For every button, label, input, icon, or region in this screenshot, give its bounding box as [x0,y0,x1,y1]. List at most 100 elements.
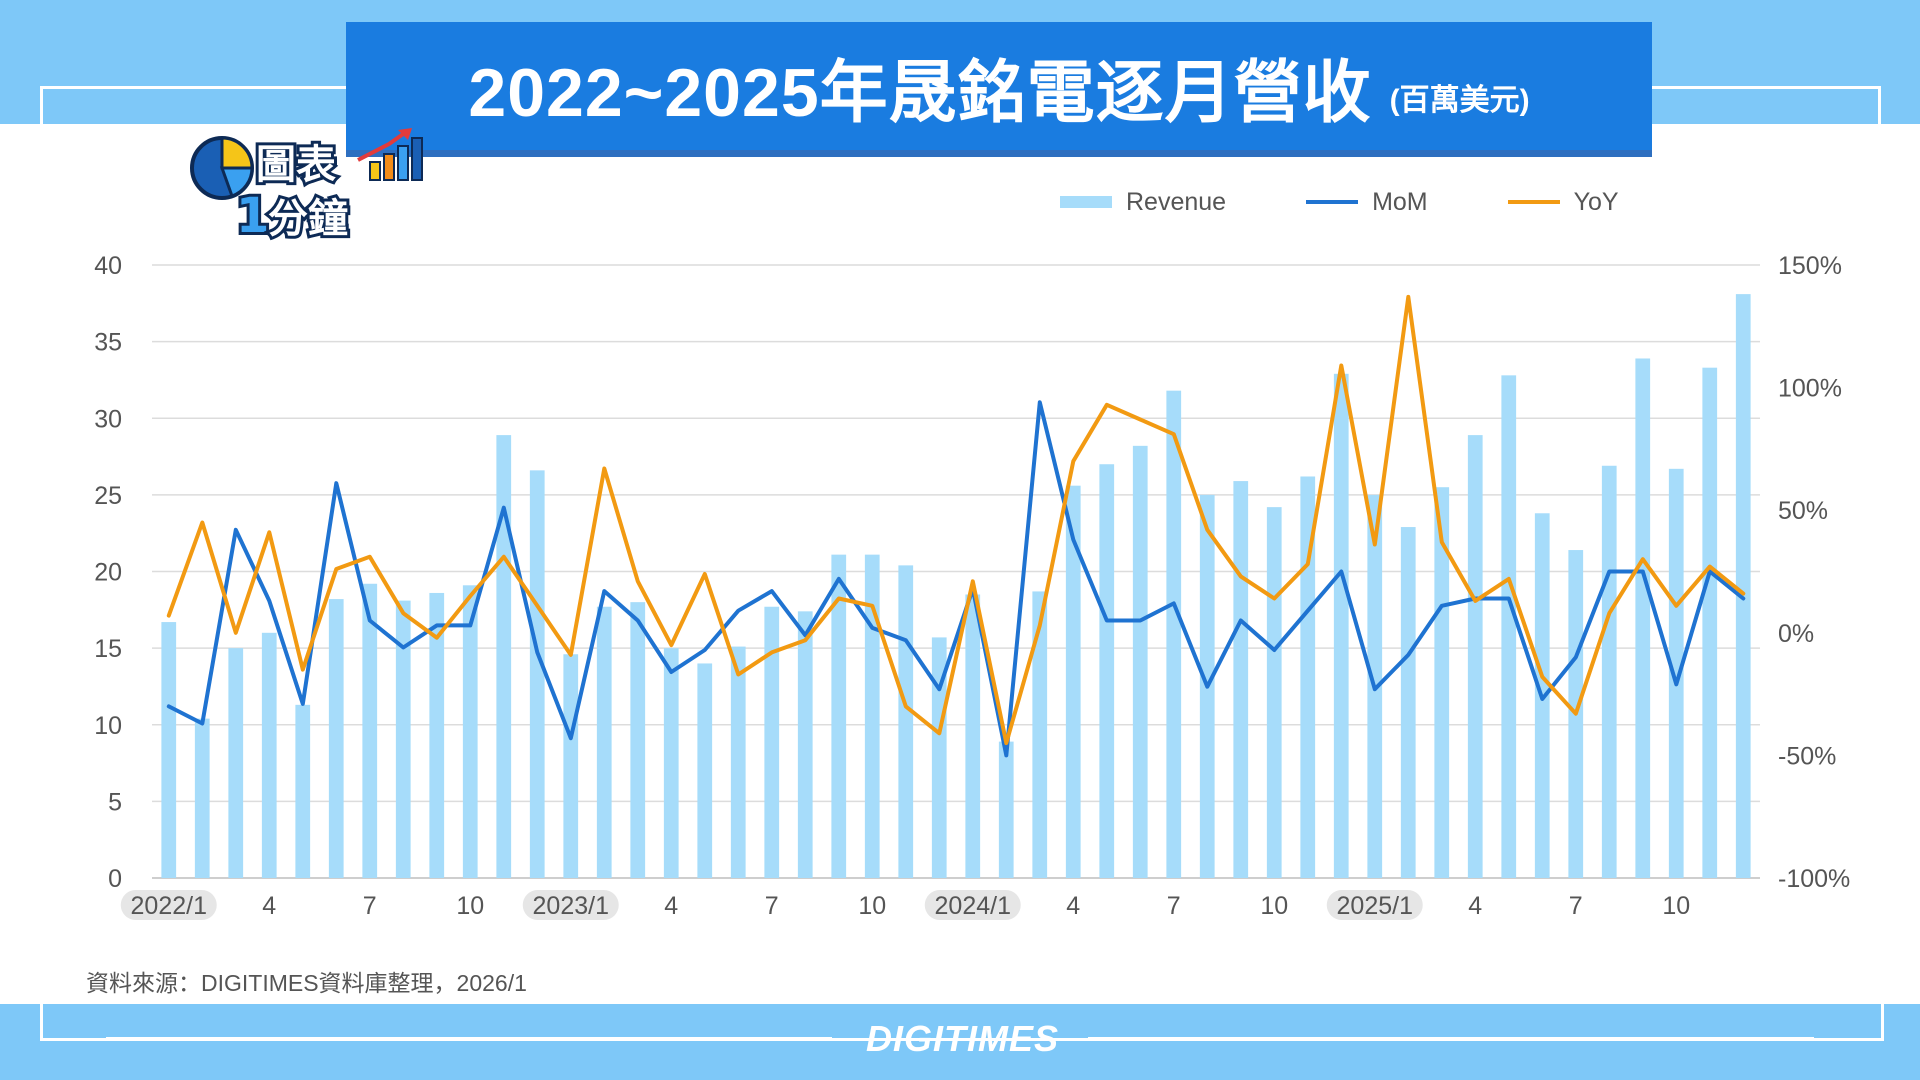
badge-line1: 圖表 [256,142,336,188]
y-left-tick-label: 40 [94,252,122,280]
revenue-bar [630,602,646,878]
legend-label-yoy: YoY [1573,187,1619,216]
legend-swatch-mom [1306,200,1359,204]
revenue-bar [295,704,311,878]
revenue-bar [1132,445,1148,878]
revenue-bar [998,741,1014,878]
revenue-bar [764,606,780,878]
revenue-bar [864,554,880,878]
x-tick-label: 4 [1468,892,1482,920]
revenue-bar [462,585,478,878]
revenue-bar [1400,527,1416,878]
y-right-tick-label: 150% [1778,252,1842,280]
revenue-bar [1333,373,1349,878]
y-right-tick-label: 100% [1778,375,1842,403]
x-tick-label: 7 [1167,892,1181,920]
revenue-bar [1501,375,1517,878]
source-note: 資料來源：DIGITIMES資料庫整理，2026/1 [86,970,527,996]
frame-top-right [1652,86,1881,125]
badge-pie-icon [190,136,254,200]
y-right-tick-label: 0% [1778,620,1814,648]
frame-bottom [40,1004,1884,1041]
legend-label-revenue: Revenue [1126,187,1227,216]
legend-label-mom: MoM [1372,187,1428,216]
y-left-tick-label: 15 [94,635,122,663]
revenue-bar [1702,367,1718,878]
legend-item-mom: MoM [1306,188,1428,217]
x-year-pill [924,890,1021,920]
x-tick-label: 2025/1 [1337,892,1413,920]
revenue-bar [797,611,813,878]
revenue-bar [1166,390,1182,878]
x-tick-label: 2023/1 [533,892,609,920]
chart-panel [0,124,1920,1004]
x-year-pill [522,890,619,920]
revenue-bar [596,606,612,878]
revenue-bar [328,599,344,878]
revenue-bar [1735,294,1751,878]
y-right-tick-label: 50% [1778,497,1828,525]
revenue-bar [831,554,847,878]
revenue-bar [1032,591,1048,878]
revenue-bar [1266,507,1282,878]
chart-unit: (百萬美元) [1389,84,1530,117]
y-left-tick-label: 25 [94,482,122,510]
badge-logo: 圖表 1 分鐘 [190,128,423,247]
legend-item-yoy: YoY [1507,187,1619,217]
frame-top-left [40,86,349,125]
badge-line2-text: 分鐘 [268,196,348,242]
chart-title: 2022~2025年晟銘電逐月營收 [468,54,1372,131]
y-left-tick-label: 10 [94,712,122,740]
revenue-bar [429,592,445,878]
revenue-bar [261,632,277,878]
chart-legend: Revenue MoM YoY [1060,184,1699,220]
revenue-bar [663,648,679,878]
x-tick-label: 10 [1662,892,1690,920]
revenue-bar [563,654,579,878]
revenue-bar [362,583,378,878]
revenue-bar [1434,487,1450,878]
x-tick-label: 2024/1 [935,892,1011,920]
revenue-bar [931,637,947,878]
revenue-bar [1601,465,1617,878]
title-banner: 2022~2025年晟銘電逐月營收 (百萬美元) [346,22,1652,150]
badge-bars-icon [357,128,423,181]
y-left-tick-label: 20 [94,559,122,587]
x-tick-label: 4 [1066,892,1080,920]
legend-item-revenue: Revenue [1060,188,1226,217]
revenue-bar [1635,358,1651,878]
x-year-pill [1326,890,1423,920]
x-tick-label: 7 [363,892,377,920]
revenue-bar [496,435,512,878]
x-tick-label: 10 [858,892,886,920]
x-tick-label: 4 [262,892,276,920]
x-tick-label: 4 [664,892,678,920]
revenue-bar [1099,464,1115,878]
revenue-bar [228,648,244,878]
badge-line2-num: 1 [236,188,269,244]
revenue-bar [1668,468,1684,878]
x-tick-label: 10 [1260,892,1288,920]
legend-swatch-revenue [1060,196,1112,208]
y-right-tick-label: -100% [1778,865,1850,893]
revenue-bar [395,600,411,878]
yoy-line [166,294,1746,746]
revenue-bar [1233,481,1249,878]
x-year-pill [120,890,217,920]
x-tick-label: 10 [456,892,484,920]
revenue-bar [1300,476,1316,878]
x-tick-label: 7 [765,892,779,920]
y-right-tick-label: -50% [1778,742,1836,770]
revenue-bar [1467,435,1483,878]
legend-swatch-yoy [1507,200,1560,204]
revenue-bar [194,718,210,878]
revenue-bar [529,470,545,878]
revenue-bar [730,646,746,878]
footer-line-right [1088,1037,1814,1041]
x-tick-label: 2022/1 [131,892,207,920]
revenue-bar [697,663,713,878]
footer-line-left [106,1037,832,1041]
y-left-tick-label: 0 [108,865,122,893]
y-left-tick-label: 30 [94,405,122,433]
